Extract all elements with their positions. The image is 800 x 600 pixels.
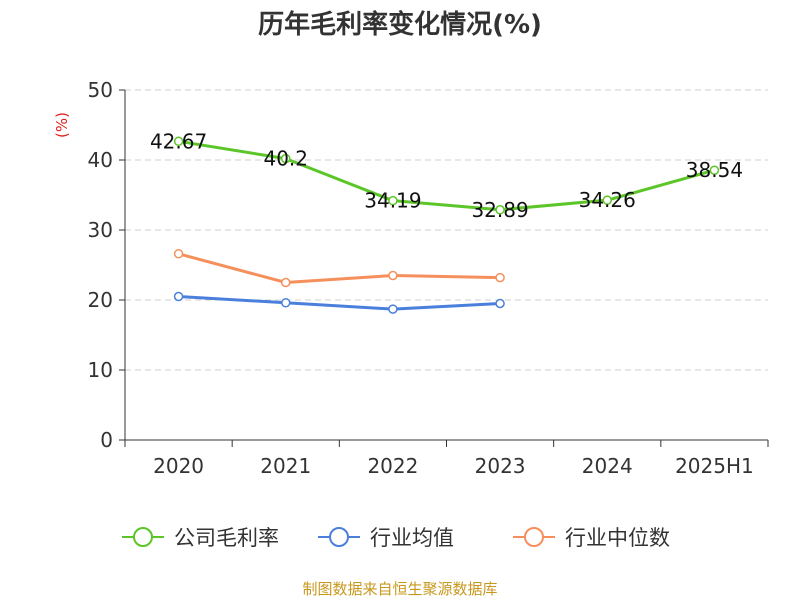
chart-title: 历年毛利率变化情况(%) [258, 10, 542, 40]
series-line [178, 252, 501, 284]
series-line [178, 295, 501, 311]
legend-label[interactable]: 行业均值 [370, 526, 454, 550]
x-tick-label: 2020 [153, 454, 204, 478]
legend-marker [329, 527, 349, 547]
data-point[interactable] [173, 249, 184, 259]
data-point[interactable] [495, 205, 505, 215]
data-point[interactable] [281, 298, 291, 308]
data-point[interactable] [495, 298, 505, 309]
y-tick-label: 40 [88, 148, 113, 172]
axes: 0 10 20 30 40 50 2020 2021 2022 2023 2024 2025H1 (%) [53, 78, 769, 478]
y-tick-label: 20 [88, 288, 113, 312]
data-point[interactable] [281, 277, 291, 288]
data-label: 32.89 [471, 198, 528, 222]
series-layer [173, 136, 720, 314]
y-tick-label: 0 [100, 428, 113, 452]
data-point[interactable] [495, 272, 505, 283]
data-point[interactable] [388, 304, 398, 314]
data-label: 42.67 [150, 129, 207, 153]
x-tick-label: 2023 [475, 454, 526, 478]
x-tick-label: 2022 [367, 454, 418, 478]
data-point[interactable] [388, 195, 398, 206]
data-point[interactable] [281, 153, 291, 164]
data-label: 38.54 [686, 158, 743, 182]
data-point[interactable] [388, 270, 398, 281]
y-axis-label: (%) [53, 112, 71, 138]
source-note: 制图数据来自恒生聚源数据库 [302, 580, 498, 598]
legend-marker [524, 527, 544, 547]
legend-label[interactable]: 行业中位数 [565, 526, 670, 550]
y-tick-label: 50 [88, 78, 113, 102]
y-tick-label: 10 [88, 358, 113, 382]
y-tick-label: 30 [88, 218, 113, 242]
data-label: 34.19 [364, 189, 421, 213]
data-point[interactable] [173, 291, 184, 302]
series-line [178, 139, 715, 212]
x-tick-label: 2025H1 [675, 454, 754, 478]
legend-label[interactable]: 公司毛利率 [174, 526, 279, 550]
data-point[interactable] [173, 136, 184, 147]
data-point[interactable] [602, 195, 612, 205]
legend[interactable]: 公司毛利率 行业均值 行业中位数 [122, 526, 670, 550]
x-tick-label: 2024 [582, 454, 633, 478]
data-label: 34.26 [579, 188, 636, 212]
data-label: 40.2 [263, 147, 308, 171]
grid-lines [125, 89, 768, 371]
legend-marker [133, 527, 153, 547]
data-point[interactable] [709, 165, 720, 175]
x-tick-label: 2021 [260, 454, 311, 478]
data-labels: 42.67 40.2 34.19 32.89 34.26 38.54 [150, 129, 743, 221]
